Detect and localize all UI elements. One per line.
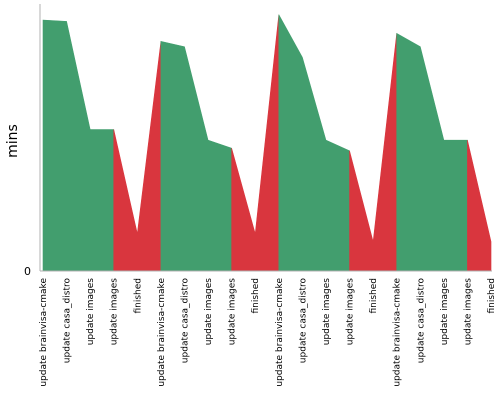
x-tick-label: update images	[86, 278, 96, 346]
x-tick-label: update casa_distro	[180, 278, 190, 364]
x-tick-label: update brainvisa-cmake	[275, 278, 285, 387]
x-tick-label: update images	[463, 278, 473, 346]
x-tick-label: update images	[440, 278, 450, 346]
x-tick-label: finished	[251, 278, 261, 314]
area-segment-ok-6	[396, 32, 468, 272]
x-tick-label: update casa_distro	[63, 278, 73, 364]
x-tick-label: update images	[110, 278, 120, 346]
x-tick-label: update brainvisa-cmake	[39, 278, 49, 387]
x-tick-label: update images	[346, 278, 356, 346]
x-tick-label: update casa_distro	[298, 278, 308, 364]
x-tick-label: finished	[487, 278, 497, 314]
area-segment-finished-7	[467, 140, 492, 272]
x-tick-label: update images	[322, 278, 332, 346]
y-tick-label-0: 0	[24, 265, 31, 278]
y-axis-label: mins	[5, 124, 21, 158]
x-tick-label: finished	[133, 278, 143, 314]
area-segment-ok-0	[42, 19, 115, 272]
x-tick-label: update brainvisa-cmake	[393, 278, 403, 387]
x-tick-label: update images	[204, 278, 214, 346]
area-segment-ok-2	[160, 41, 232, 272]
x-tick-label: update images	[228, 278, 238, 346]
chart-areas	[42, 14, 492, 272]
area-segment-ok-4	[278, 14, 350, 272]
area-segment-finished-1	[113, 41, 162, 272]
area-segment-finished-3	[231, 14, 280, 272]
x-tick-labels: update brainvisa-cmake update casa_distro…	[39, 278, 497, 387]
area-segment-finished-5	[349, 33, 397, 272]
x-tick-label: update casa_distro	[416, 278, 426, 364]
x-tick-label: finished	[369, 278, 379, 314]
x-tick-label: update brainvisa-cmake	[157, 278, 167, 387]
